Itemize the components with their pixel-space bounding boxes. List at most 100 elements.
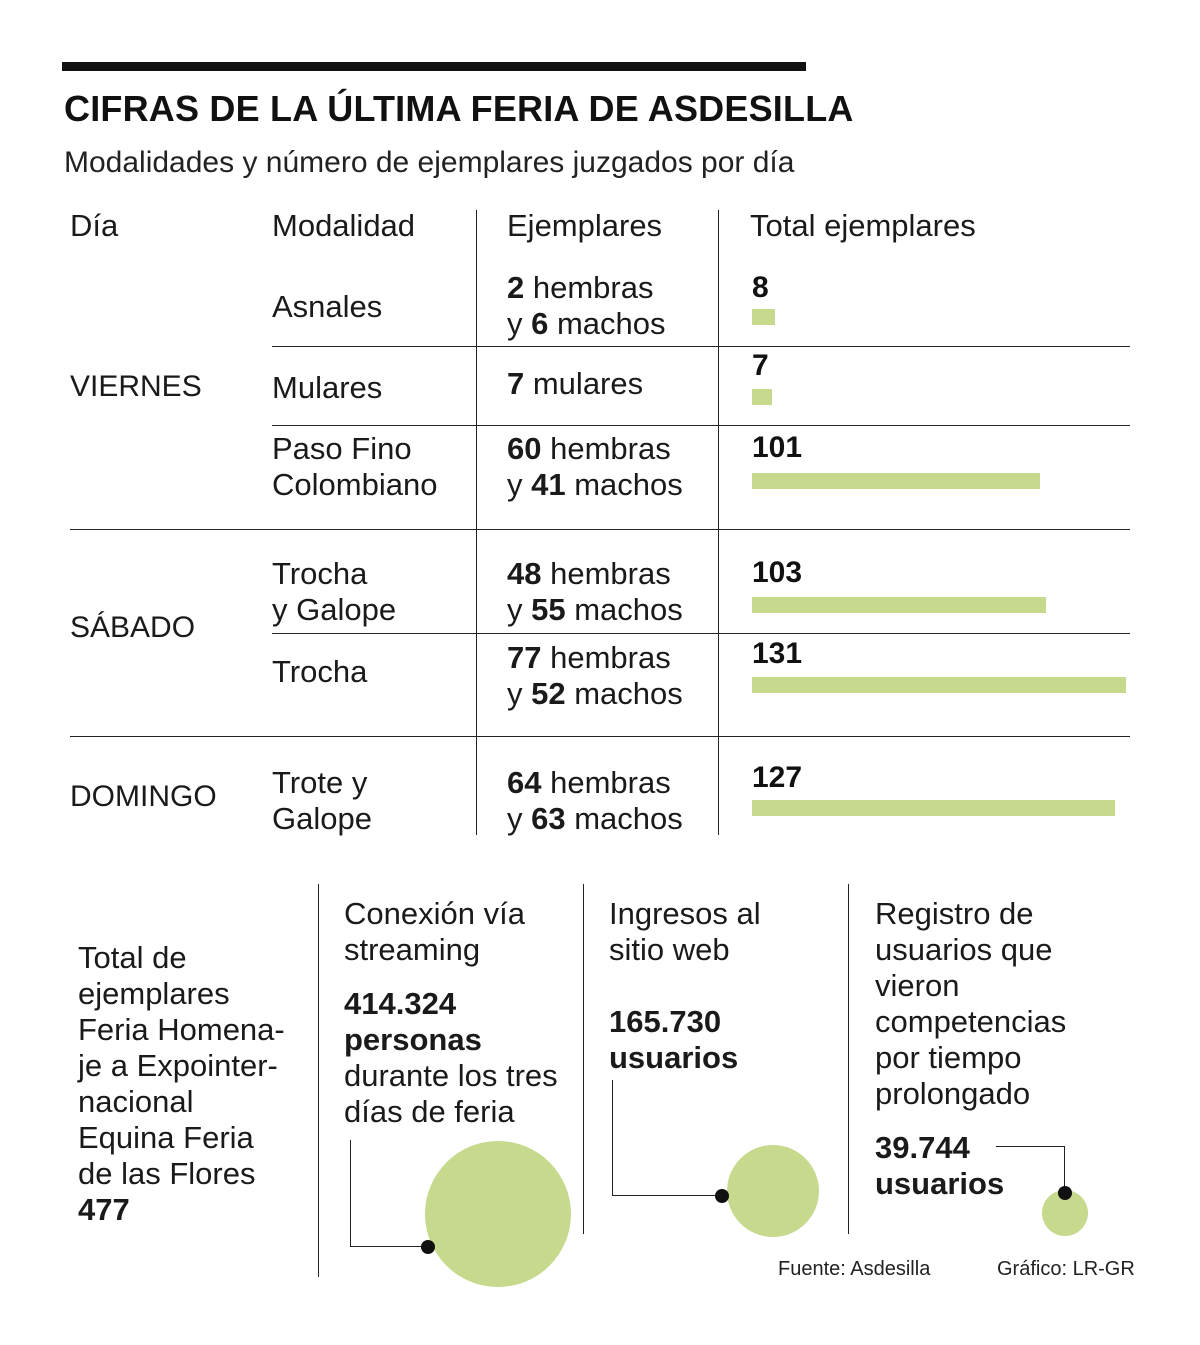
total-label: 8 bbox=[752, 271, 769, 304]
web-block: Ingresos al sitio web 165.730 usuarios bbox=[609, 896, 761, 1076]
specimens-count: 2 bbox=[507, 270, 525, 305]
specimens-line-1: 7 mulares bbox=[507, 366, 643, 402]
total-label: 131 bbox=[752, 637, 803, 670]
specimens-count: 60 bbox=[507, 431, 542, 466]
day-label-sunday: DOMINGO bbox=[70, 780, 217, 813]
specimens-text: hembras bbox=[541, 431, 671, 466]
row-divider bbox=[272, 633, 1130, 634]
total-bar bbox=[752, 800, 1115, 816]
total-bar bbox=[752, 389, 772, 405]
modality-label: Trocha bbox=[272, 556, 368, 591]
title-rule bbox=[62, 62, 806, 71]
section-divider bbox=[318, 884, 319, 1277]
streaming-desc: durante los tres bbox=[344, 1058, 558, 1093]
specimens-line-1: 64 hembras bbox=[507, 765, 671, 801]
total-bar bbox=[752, 677, 1126, 693]
leader-line bbox=[996, 1146, 1065, 1147]
modality-label: Galope bbox=[272, 801, 372, 836]
registration-value: 39.744 bbox=[875, 1130, 970, 1165]
day-divider bbox=[70, 529, 1130, 530]
web-title: sitio web bbox=[609, 932, 730, 967]
registration-block: Registro de usuarios que vieron competen… bbox=[875, 896, 1066, 1202]
web-bubble bbox=[727, 1145, 819, 1237]
modality-label: Mulares bbox=[272, 370, 383, 405]
leader-dot bbox=[715, 1189, 729, 1203]
streaming-bubble bbox=[425, 1141, 571, 1287]
header-modality: Modalidad bbox=[272, 208, 416, 243]
specimens-line-2: y 6 machos bbox=[507, 306, 666, 342]
specimens-text: y bbox=[507, 306, 532, 341]
streaming-title: streaming bbox=[344, 932, 481, 967]
grand-total-text: Feria Homena- bbox=[78, 1012, 285, 1047]
page-subtitle: Modalidades y número de ejemplares juzga… bbox=[64, 146, 795, 179]
modality-label: Colombiano bbox=[272, 467, 438, 502]
specimens-text: hembras bbox=[541, 765, 671, 800]
grand-total-text: Equina Feria bbox=[78, 1120, 254, 1155]
specimens-line-1: 77 hembras bbox=[507, 640, 671, 676]
specimens-line-1: 2 hembras bbox=[507, 270, 653, 306]
web-value: 165.730 bbox=[609, 1004, 722, 1039]
row-divider bbox=[272, 346, 1130, 347]
specimens-count: 63 bbox=[531, 801, 566, 836]
grand-total-value: 477 bbox=[78, 1192, 130, 1227]
specimens-count: 41 bbox=[531, 467, 566, 502]
grand-total-text: ejemplares bbox=[78, 976, 230, 1011]
grand-total-text: je a Expointer- bbox=[78, 1048, 278, 1083]
leader-line bbox=[1064, 1146, 1065, 1193]
modality-label: Trocha bbox=[272, 654, 368, 689]
day-label-saturday: SÁBADO bbox=[70, 611, 196, 644]
streaming-value: 414.324 bbox=[344, 986, 457, 1021]
day-divider bbox=[70, 736, 1130, 737]
specimens-line-2: y 52 machos bbox=[507, 676, 683, 712]
registration-title: competencias bbox=[875, 1004, 1067, 1039]
streaming-title: Conexión vía bbox=[344, 896, 525, 931]
source-label: Fuente: Asdesilla bbox=[778, 1258, 931, 1280]
streaming-unit: personas bbox=[344, 1022, 482, 1057]
column-divider-1 bbox=[476, 210, 477, 835]
streaming-desc: días de feria bbox=[344, 1094, 515, 1129]
registration-title: vieron bbox=[875, 968, 960, 1003]
header-total: Total ejemplares bbox=[750, 208, 976, 243]
registration-title: usuarios que bbox=[875, 932, 1053, 967]
registration-title: por tiempo bbox=[875, 1040, 1022, 1075]
grand-total-text: Total de bbox=[78, 940, 187, 975]
registration-title: prolongado bbox=[875, 1076, 1031, 1111]
leader-dot bbox=[1058, 1186, 1072, 1200]
web-unit: usuarios bbox=[609, 1040, 739, 1075]
specimens-count: 64 bbox=[507, 765, 542, 800]
registration-title: Registro de bbox=[875, 896, 1034, 931]
specimens-text: machos bbox=[565, 592, 683, 627]
specimens-line-1: 48 hembras bbox=[507, 556, 671, 592]
specimens-text: hembras bbox=[541, 640, 671, 675]
specimens-count: 55 bbox=[531, 592, 566, 627]
specimens-count: 48 bbox=[507, 556, 542, 591]
leader-line bbox=[350, 1140, 351, 1247]
specimens-line-2: y 63 machos bbox=[507, 801, 683, 837]
total-bar bbox=[752, 309, 775, 325]
specimens-text: hembras bbox=[541, 556, 671, 591]
grand-total-text: nacional bbox=[78, 1084, 194, 1119]
section-divider bbox=[583, 884, 584, 1234]
specimens-line-2: y 41 machos bbox=[507, 467, 683, 503]
total-bar bbox=[752, 473, 1040, 489]
grand-total-block: Total de ejemplares Feria Homena- je a E… bbox=[78, 940, 285, 1228]
specimens-line-1: 60 hembras bbox=[507, 431, 671, 467]
grand-total-text: de las Flores bbox=[78, 1156, 256, 1191]
leader-line bbox=[612, 1195, 722, 1196]
leader-line bbox=[350, 1246, 428, 1247]
total-label: 127 bbox=[752, 761, 803, 794]
header-day: Día bbox=[70, 208, 119, 243]
specimens-text: y bbox=[507, 801, 532, 836]
page-title: CIFRAS DE LA ÚLTIMA FERIA DE ASDESILLA bbox=[64, 88, 854, 129]
day-label-friday: VIERNES bbox=[70, 370, 202, 403]
modality-label: y Galope bbox=[272, 592, 397, 627]
specimens-text: mulares bbox=[524, 366, 644, 401]
specimens-line-2: y 55 machos bbox=[507, 592, 683, 628]
modality-label: Paso Fino bbox=[272, 431, 412, 466]
section-divider bbox=[848, 884, 849, 1234]
specimens-text: machos bbox=[548, 306, 666, 341]
specimens-count: 77 bbox=[507, 640, 542, 675]
total-label: 7 bbox=[752, 349, 769, 382]
web-title: Ingresos al bbox=[609, 896, 761, 931]
specimens-text: y bbox=[507, 676, 532, 711]
